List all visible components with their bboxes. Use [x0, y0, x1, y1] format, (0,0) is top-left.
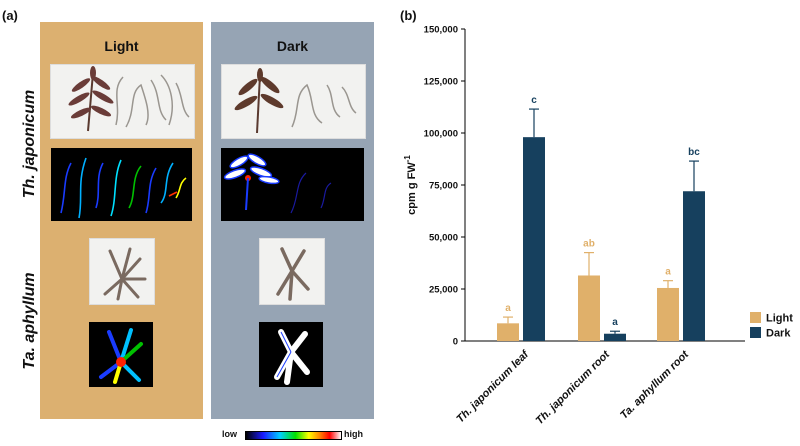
bar-chart: 0 25,000 50,000 75,000 100,000 125,000 150,000…: [403, 25, 793, 428]
bar-light: [657, 287, 679, 341]
species-label-th-japonicum: Th. japonicum: [21, 89, 38, 199]
significance-letter: ab: [583, 239, 595, 250]
bar-dark: [604, 333, 626, 341]
panel-a-label: (a): [2, 8, 18, 23]
bar-dark: [683, 191, 705, 341]
legend-label-light: Light: [766, 313, 793, 325]
scale-high-label: high: [344, 429, 363, 439]
photo-th-japonicum-light: [50, 64, 195, 139]
dark-column-title: Dark: [276, 38, 309, 54]
photo-th-japonicum-dark: [221, 64, 366, 139]
x-category-label: Th. japonicum root: [534, 348, 613, 427]
plant-photo-image: [234, 68, 357, 134]
luminescence-image: [223, 153, 332, 214]
y-tick-label: 25,000: [429, 285, 458, 296]
luminescence-image: [99, 328, 143, 384]
significance-letter: a: [505, 303, 511, 314]
y-tick-label: 100,000: [424, 129, 458, 140]
heatmap-th-japonicum-light: [51, 148, 192, 221]
plant-photo-image: [68, 66, 190, 132]
photo-ta-aphyllum-dark: [259, 238, 325, 305]
color-scale-bar: [245, 431, 342, 440]
luminescence-image: [274, 329, 310, 385]
y-tick-label: 0: [453, 337, 458, 348]
y-tick-label: 75,000: [429, 181, 458, 192]
scale-low-label: low: [222, 429, 237, 439]
y-axis-label-superscript: -1: [403, 155, 412, 163]
legend-swatch-dark: [750, 327, 761, 338]
heatmap-ta-aphyllum-light: [89, 322, 153, 387]
significance-letter: a: [612, 317, 618, 328]
y-tick-label: 150,000: [424, 25, 458, 36]
luminescence-image: [60, 157, 187, 219]
plant-photo-image: [103, 247, 147, 301]
plant-photo-image: [276, 247, 310, 301]
y-axis-label: cpm g FW-1: [403, 155, 418, 215]
panel-b-label: (b): [400, 8, 417, 23]
bar-dark: [523, 137, 545, 341]
x-category-label: Th. japonicum leaf: [454, 348, 532, 426]
bar-light: [578, 275, 600, 341]
photo-ta-aphyllum-light: [89, 238, 155, 305]
bar-light: [497, 323, 519, 341]
heatmap-th-japonicum-dark: [221, 148, 364, 221]
legend-swatch-light: [750, 312, 761, 323]
heatmap-ta-aphyllum-dark: [259, 322, 323, 387]
x-category-label: Ta. aphyllum root: [618, 348, 692, 422]
y-tick-label: 50,000: [429, 233, 458, 244]
light-column-title: Light: [104, 38, 139, 54]
significance-letter: bc: [688, 147, 700, 158]
species-label-ta-aphyllum: Ta. aphyllum: [21, 272, 38, 370]
significance-letter: c: [531, 95, 537, 106]
y-tick-label: 125,000: [424, 77, 458, 88]
legend-label-dark: Dark: [766, 328, 791, 340]
significance-letter: a: [665, 267, 671, 278]
